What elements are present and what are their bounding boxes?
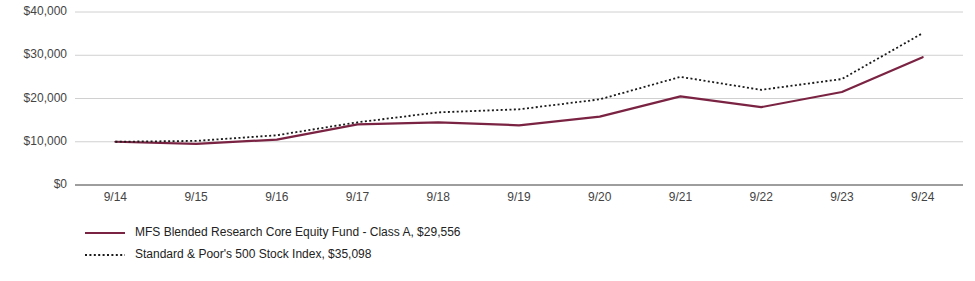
x-tick-label: 9/21 [669,190,693,204]
y-tick-label: $0 [54,177,68,191]
x-tick-label: 9/18 [427,190,451,204]
grid-line [75,141,963,142]
x-axis-line [75,185,963,186]
chart-container: $0 $10,000 $20,000 $30,000 $40,000 9/14 9/15 9/… [0,0,975,281]
x-tick-label: 9/16 [265,190,289,204]
legend: MFS Blended Research Core Equity Fund - … [85,225,461,261]
grid-line [75,55,963,56]
x-tick-label: 9/17 [346,190,370,204]
legend-label: Standard & Poor's 500 Stock Index, $35,0… [135,247,372,261]
lines [115,33,922,144]
x-tick-label: 9/19 [507,190,531,204]
x-tick-label: 9/24 [911,190,935,204]
legend-swatch [85,232,125,234]
grid-line [75,12,963,13]
x-tick-label: 9/14 [104,190,128,204]
grid-line [75,185,963,186]
x-tick-label: 9/23 [830,190,854,204]
x-tick-label: 9/22 [750,190,774,204]
y-tick-label: $20,000 [24,91,68,105]
series-line [115,33,922,142]
legend-swatch [85,254,125,256]
y-tick-label: $40,000 [24,4,68,18]
grid [75,12,963,185]
x-tick-label: 9/20 [588,190,612,204]
chart: $0 $10,000 $20,000 $30,000 $40,000 9/14 9/15 9/… [0,0,975,281]
series-line [115,57,922,144]
y-tick-label: $10,000 [24,134,68,148]
legend-label: MFS Blended Research Core Equity Fund - … [135,225,461,239]
grid-line [75,98,963,99]
y-tick-label: $30,000 [24,47,68,61]
x-tick-label: 9/15 [184,190,208,204]
